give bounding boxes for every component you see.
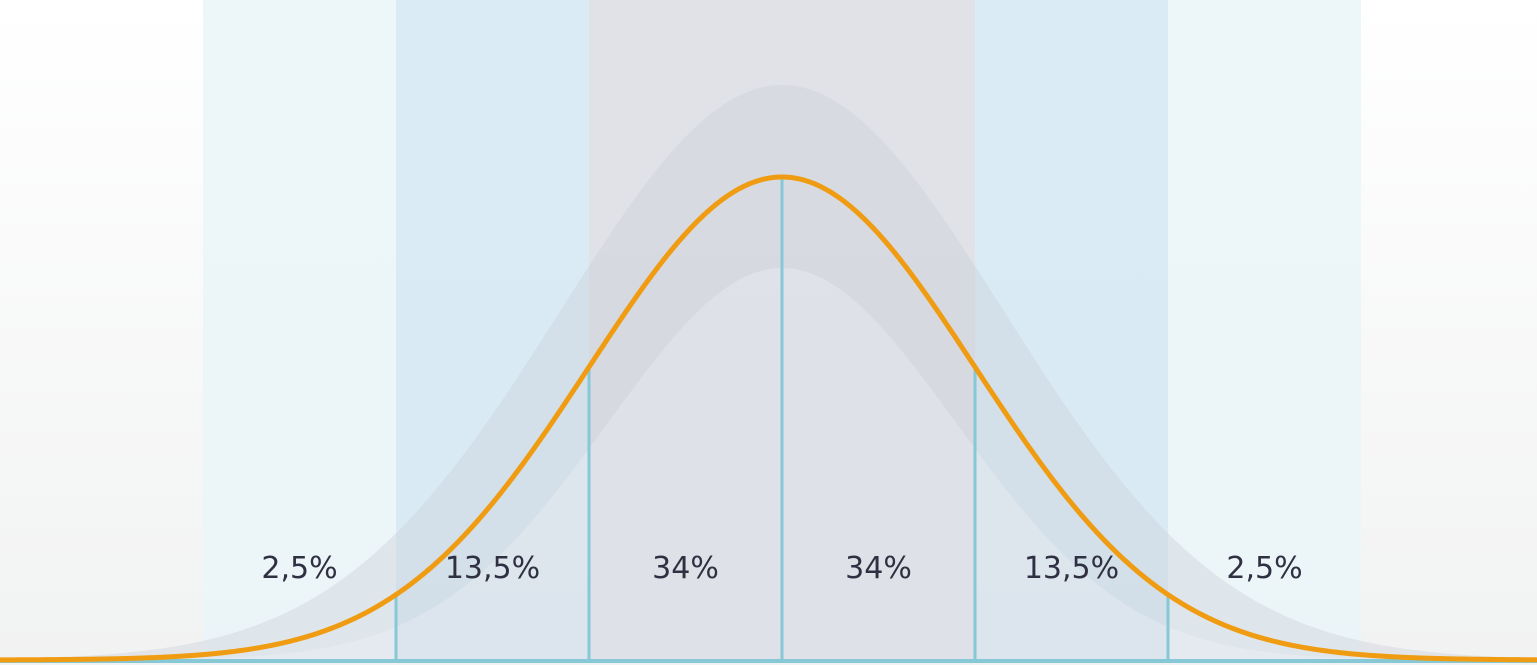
segment-label-6: 2,5% xyxy=(1226,551,1302,586)
segment-label-4: 34% xyxy=(845,551,912,586)
curve-halo xyxy=(0,85,1537,660)
segment-label-5: 13,5% xyxy=(1024,551,1119,586)
halo-inner xyxy=(0,268,1537,660)
sd-band-2 xyxy=(396,0,589,660)
sd-band-1 xyxy=(203,0,396,660)
sd-band-4 xyxy=(782,0,975,660)
segment-label-1: 2,5% xyxy=(261,551,337,586)
curve-group xyxy=(0,174,1537,663)
segment-labels: 2,5% 13,5% 34% 34% 13,5% 2,5% xyxy=(261,551,1302,586)
sd-bands xyxy=(203,0,1361,660)
bell-curve xyxy=(0,174,1537,663)
segment-label-3: 34% xyxy=(652,551,719,586)
halo-outer xyxy=(0,85,1537,660)
segment-label-2: 13,5% xyxy=(445,551,540,586)
sd-band-3 xyxy=(589,0,782,660)
sd-band-5 xyxy=(975,0,1168,660)
sd-band-6 xyxy=(1168,0,1361,660)
sd-dividers xyxy=(394,177,1170,660)
